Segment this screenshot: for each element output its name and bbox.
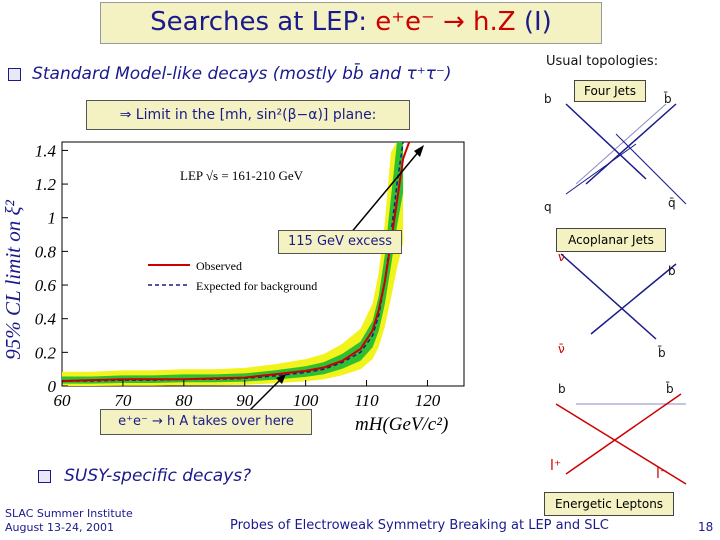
leptons-b-left: b <box>558 382 566 396</box>
excess-arrow <box>344 149 421 241</box>
hA-arrowhead <box>276 374 286 384</box>
four-jets-line <box>575 103 667 185</box>
four-jets-label: Four Jets <box>574 80 646 102</box>
y-tick-label: 1.2 <box>35 175 57 194</box>
bullet-icon <box>8 68 21 81</box>
four-jets-b-left: b <box>544 92 552 106</box>
leptons-line <box>565 393 682 475</box>
acoplanar-line <box>590 263 677 335</box>
acoplanar-line <box>560 253 657 340</box>
y-tick-label: 0.6 <box>35 276 57 295</box>
x-tick-label: 100 <box>293 391 319 410</box>
topologies-panel: Usual topologies: Four Jets b b̄ q q̄ Ac… <box>536 54 712 536</box>
page-number: 18 <box>698 520 714 534</box>
x-tick-label: 60 <box>54 391 72 410</box>
four-jets-q-left: q <box>544 200 552 214</box>
leptons-l-plus: l⁺ <box>550 458 562 474</box>
four-jets-line <box>565 103 647 180</box>
four-jets-line <box>565 143 637 195</box>
leptons-label: Energetic Leptons <box>544 492 674 516</box>
bullet-icon <box>38 470 51 483</box>
acoplanar-label: Acoplanar Jets <box>556 228 666 252</box>
excess-arrowhead <box>414 145 424 157</box>
four-jets-b-right: b̄ <box>664 92 672 106</box>
x-tick-labels: 60 70 80 90 100 110 120 <box>54 380 441 410</box>
excess-annotation: 115 GeV excess <box>278 230 402 254</box>
topologies-header: Usual topologies: <box>546 54 659 69</box>
x-tick-label: 90 <box>236 391 254 410</box>
y-axis-label: 95% CL limit on ξ² <box>1 200 25 360</box>
footer-center: Probes of Electroweak Symmetry Breaking … <box>230 518 609 533</box>
legend-observed-label: Observed <box>196 259 242 273</box>
feynman-diagrams <box>555 103 687 485</box>
leptons-b-right: b̄ <box>666 382 674 396</box>
x-tick-label: 110 <box>354 391 379 410</box>
bullet-standard-model: Standard Model-like decays (mostly bb̄ a… <box>8 64 452 84</box>
legend-expected-label: Expected for background <box>196 279 317 293</box>
acoplanar-nu-top: ν <box>558 250 565 264</box>
footer-date: August 13-24, 2001 <box>5 521 114 534</box>
hA-arrow <box>247 377 283 413</box>
x-tick-label: 80 <box>175 391 193 410</box>
y-tick-label: 0 <box>48 377 57 396</box>
bullet-standard-model-text: Standard Model-like decays (mostly bb̄ a… <box>32 64 452 84</box>
bullet-susy: SUSY-specific decays? <box>38 466 251 486</box>
four-jets-line <box>585 103 677 185</box>
y-tick-labels: 1.4 1.2 1 0.8 0.6 0.4 0.2 0 <box>35 141 68 396</box>
acoplanar-b-bottom: b̄ <box>658 346 666 360</box>
acoplanar-b-top: b <box>668 264 676 278</box>
four-jets-q-right: q̄ <box>668 196 676 210</box>
x-axis-label: mH(GeV/c²) <box>355 414 448 435</box>
four-jets-line <box>615 133 687 205</box>
title-part: (I) <box>523 7 552 37</box>
footer-institute: SLAC Summer Institute <box>5 507 133 520</box>
y-tick-label: 0.8 <box>35 242 57 261</box>
title-reaction: e⁺e⁻ → h.Z <box>375 7 516 37</box>
leptons-l-minus: l⁻ <box>656 466 668 482</box>
hA-annotation: e⁺e⁻ → h A takes over here <box>100 409 312 435</box>
y-tick-label: 0.4 <box>35 310 57 329</box>
expected-band-2sigma <box>62 142 404 386</box>
limit-plot: 95% CL limit on ξ² LEP √s = 161-210 GeV … <box>1 141 465 435</box>
y-tick-label: 1.4 <box>35 141 57 160</box>
slide-title: Searches at LEP: e⁺e⁻ → h.Z (I) <box>100 2 602 44</box>
x-tick-label: 70 <box>114 391 132 410</box>
plot-inset-text: LEP √s = 161-210 GeV <box>180 168 304 183</box>
leptons-line <box>555 403 687 485</box>
bullet-susy-text: SUSY-specific decays? <box>64 466 252 486</box>
x-tick-label: 120 <box>415 391 441 410</box>
limit-box: ⇒ Limit in the [mh, sin²(β−α)] plane: <box>86 100 410 130</box>
acoplanar-nu-bottom: ν̄ <box>558 342 565 356</box>
footer-left: SLAC Summer Institute August 13-24, 2001 <box>5 507 133 535</box>
y-tick-label: 0.2 <box>35 343 57 362</box>
y-tick-label: 1 <box>48 209 57 228</box>
title-main: Searches at LEP: <box>150 7 368 37</box>
